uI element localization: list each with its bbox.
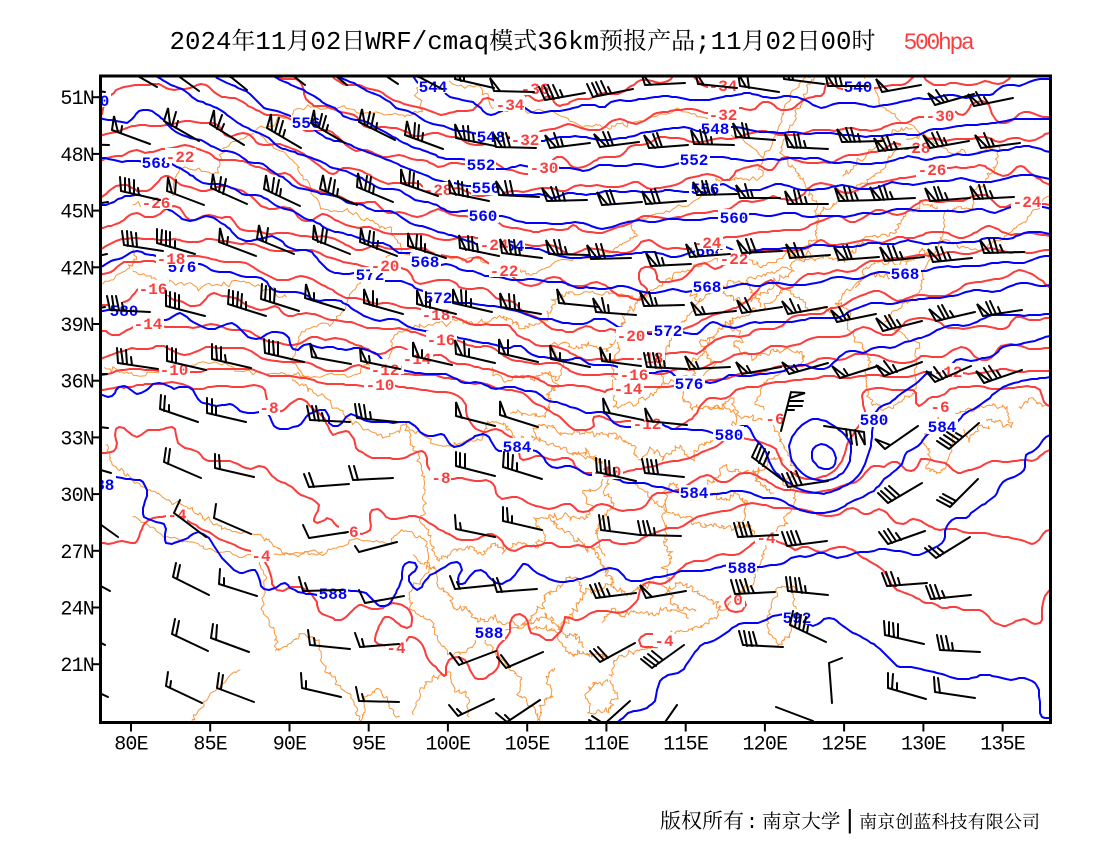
svg-text:95E: 95E (352, 734, 386, 757)
svg-text:-28: -28 (424, 182, 453, 200)
svg-text:-6: -6 (930, 399, 949, 417)
svg-text:120E: 120E (742, 734, 787, 757)
svg-text:135E: 135E (980, 734, 1025, 757)
svg-text:552: 552 (467, 157, 496, 175)
svg-text:584: 584 (503, 439, 532, 457)
svg-text:560: 560 (469, 208, 498, 226)
svg-text:11: 11 (711, 28, 742, 57)
svg-text:-30: -30 (530, 160, 559, 178)
svg-text:556: 556 (472, 180, 501, 198)
svg-text:588: 588 (319, 586, 348, 604)
svg-text:-24: -24 (693, 235, 722, 253)
svg-text:-14: -14 (614, 381, 643, 399)
svg-text:-20: -20 (371, 258, 400, 276)
svg-text:-4: -4 (756, 530, 776, 548)
svg-text:105E: 105E (505, 734, 550, 757)
svg-text:-16: -16 (139, 281, 168, 299)
svg-text:568: 568 (891, 266, 920, 284)
svg-text:-24: -24 (1013, 194, 1042, 212)
svg-text:556: 556 (292, 115, 321, 133)
svg-text:552: 552 (680, 152, 709, 170)
svg-text:-14: -14 (403, 351, 432, 369)
svg-text:-20: -20 (617, 328, 646, 346)
svg-text:02: 02 (766, 28, 797, 57)
svg-text:24N: 24N (60, 599, 94, 622)
svg-text:576: 576 (675, 376, 704, 394)
svg-text:-26: -26 (918, 162, 947, 180)
svg-text:-8: -8 (431, 470, 450, 488)
svg-text:36km: 36km (537, 28, 599, 57)
svg-text:39N: 39N (60, 315, 94, 338)
svg-text:21N: 21N (60, 655, 94, 678)
svg-text:-16: -16 (427, 332, 456, 350)
svg-text:-28: -28 (902, 140, 931, 158)
svg-text:-4: -4 (386, 640, 406, 658)
svg-text:115E: 115E (663, 734, 708, 757)
svg-text:85E: 85E (193, 734, 227, 757)
svg-text:-32: -32 (709, 107, 738, 125)
svg-text:-30: -30 (926, 108, 955, 126)
svg-text:51N: 51N (60, 88, 94, 111)
svg-text:-6: -6 (765, 411, 784, 429)
svg-text:560: 560 (720, 210, 749, 228)
svg-text:2024: 2024 (170, 28, 232, 57)
svg-text:WRF/cmaq: WRF/cmaq (365, 28, 489, 57)
svg-text:-22: -22 (490, 263, 519, 281)
svg-text:544: 544 (419, 79, 448, 97)
svg-text:584: 584 (680, 485, 709, 503)
svg-text:48N: 48N (60, 145, 94, 168)
svg-text:580: 580 (715, 427, 744, 445)
svg-text:130E: 130E (901, 734, 946, 757)
svg-text:02: 02 (310, 28, 341, 57)
svg-text:-32: -32 (511, 132, 540, 150)
svg-text:588: 588 (728, 560, 757, 578)
svg-text:30N: 30N (60, 485, 94, 508)
svg-text:|: | (842, 806, 858, 836)
svg-text:588: 588 (475, 625, 504, 643)
svg-text::: : (746, 812, 758, 835)
svg-text:80E: 80E (114, 734, 148, 757)
svg-text:-10: -10 (160, 362, 189, 380)
svg-text:588: 588 (86, 477, 115, 495)
svg-text:0: 0 (733, 592, 743, 610)
svg-text:11: 11 (255, 28, 286, 57)
svg-text:584: 584 (928, 419, 957, 437)
svg-text:560: 560 (81, 93, 110, 111)
svg-text:500hpa: 500hpa (904, 30, 976, 56)
svg-text:-10: -10 (366, 377, 395, 395)
svg-text:548: 548 (701, 121, 730, 139)
svg-text:-34: -34 (496, 97, 525, 115)
svg-text:00: 00 (821, 28, 852, 57)
svg-text:110E: 110E (584, 734, 629, 757)
svg-text:33N: 33N (60, 428, 94, 451)
svg-text:540: 540 (844, 79, 873, 97)
svg-text:45N: 45N (60, 202, 94, 225)
svg-text:;: ; (695, 28, 710, 57)
svg-text:-4: -4 (654, 633, 674, 651)
svg-text:90E: 90E (273, 734, 307, 757)
svg-text:568: 568 (693, 279, 722, 297)
svg-text:-22: -22 (166, 149, 195, 167)
svg-text:-6: -6 (339, 524, 358, 542)
svg-text:125E: 125E (822, 734, 867, 757)
svg-text:568: 568 (411, 254, 440, 272)
svg-text:-18: -18 (157, 251, 186, 269)
svg-text:-14: -14 (134, 316, 163, 334)
svg-text:572: 572 (424, 290, 453, 308)
svg-text:-4: -4 (251, 548, 271, 566)
svg-text:100E: 100E (425, 734, 470, 757)
svg-text:36N: 36N (60, 372, 94, 395)
svg-text:-22: -22 (720, 251, 749, 269)
svg-text:572: 572 (654, 323, 683, 341)
svg-text:580: 580 (860, 412, 889, 430)
svg-text:568: 568 (142, 155, 171, 173)
svg-text:42N: 42N (60, 258, 94, 281)
svg-text:27N: 27N (60, 542, 94, 565)
svg-text:-12: -12 (633, 416, 662, 434)
svg-text:-26: -26 (142, 195, 171, 213)
svg-text:-8: -8 (259, 400, 278, 418)
